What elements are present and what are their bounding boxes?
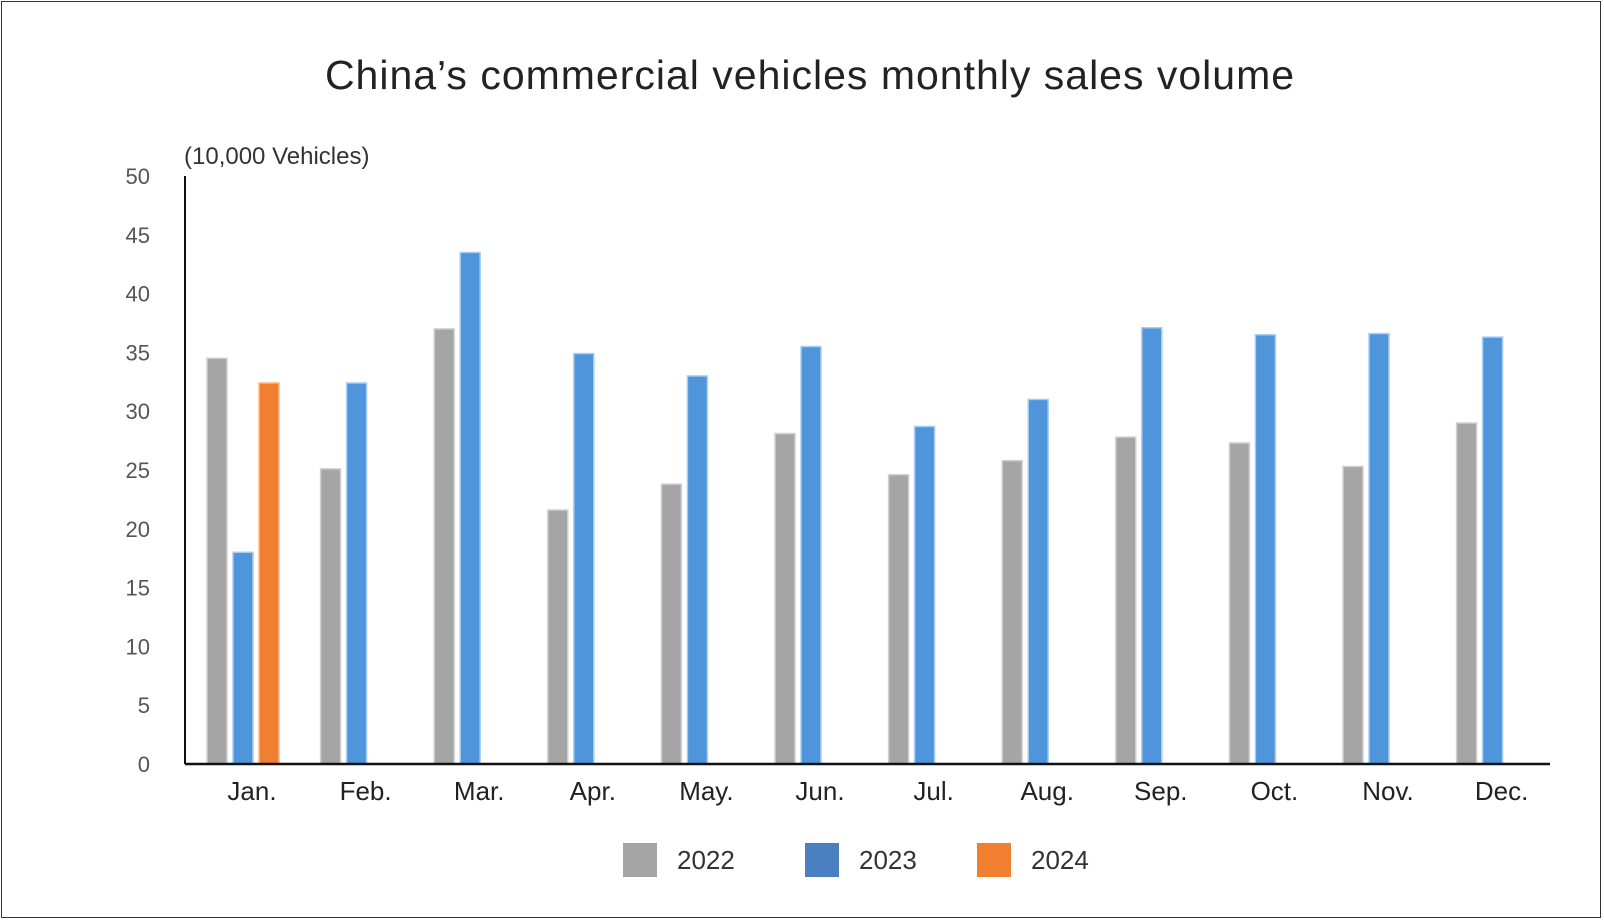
bar-2023-apr — [573, 352, 595, 765]
legend-label: 2024 — [1031, 844, 1089, 875]
y-tick-label: 0 — [138, 752, 150, 777]
legend-swatch — [623, 843, 657, 877]
x-tick-label: Oct. — [1251, 776, 1299, 806]
bar-2022-may — [660, 483, 683, 765]
bar-2022-dec — [1455, 422, 1478, 765]
x-tick-label: Jan. — [227, 776, 276, 806]
bar-2023-jan — [232, 551, 254, 765]
bar-2023-aug — [1027, 398, 1049, 765]
y-tick-label: 15 — [126, 576, 150, 601]
x-tick-label: Apr. — [570, 776, 616, 806]
legend-item-2023: 2023 — [805, 843, 917, 877]
x-tick-label: Jun. — [795, 776, 844, 806]
bar-2022-jan — [206, 357, 228, 765]
bar-2022-jun — [774, 432, 796, 765]
bar-2023-mar — [459, 251, 481, 765]
x-tick-label: Mar. — [454, 776, 505, 806]
x-tick-label: May. — [679, 776, 733, 806]
bar-2023-feb — [345, 382, 368, 765]
bar-2022-jul — [887, 473, 910, 765]
bar-2023-dec — [1481, 336, 1504, 765]
legend-swatch — [977, 843, 1011, 877]
bar-2022-feb — [319, 468, 342, 765]
chart-title: China’s commercial vehicles monthly sale… — [324, 52, 1296, 98]
x-tick-label: Feb. — [340, 776, 392, 806]
legend-label: 2022 — [677, 844, 735, 875]
bar-2023-jun — [800, 345, 822, 765]
legend-swatch — [805, 843, 839, 877]
bar-2023-jul — [913, 425, 936, 765]
x-tick-label: Nov. — [1362, 776, 1414, 806]
legend-label: 2023 — [859, 844, 917, 875]
legend-item-2024: 2024 — [977, 843, 1089, 877]
y-tick-label: 5 — [138, 693, 150, 718]
x-tick-label: Dec. — [1475, 776, 1528, 806]
y-tick-label: 45 — [126, 223, 150, 248]
x-tick-label: Jul. — [913, 776, 953, 806]
x-tick-label: Aug. — [1020, 776, 1074, 806]
y-tick-label: 25 — [126, 458, 150, 483]
y-tick-label: 40 — [126, 282, 150, 307]
bar-2023-sep — [1141, 326, 1163, 765]
y-axis-unit-label: (10,000 Vehicles) — [184, 143, 370, 170]
legend: 2022 2023 2024 — [0, 843, 1604, 879]
y-tick-label: 10 — [126, 634, 150, 659]
bar-2022-nov — [1342, 465, 1364, 765]
bar-2022-oct — [1228, 442, 1251, 765]
y-tick-label: 20 — [126, 517, 150, 542]
bar-2022-mar — [433, 328, 455, 765]
bar-2022-aug — [1001, 459, 1023, 765]
y-tick-label: 35 — [126, 340, 150, 365]
legend-item-2022: 2022 — [623, 843, 735, 877]
y-tick-label: 30 — [126, 399, 150, 424]
bar-2022-sep — [1115, 436, 1137, 765]
bar-2023-nov — [1368, 332, 1390, 765]
bar-2024-jan — [258, 382, 280, 765]
bar-2023-may — [686, 375, 709, 765]
bar-2022-apr — [547, 509, 569, 765]
y-tick-label: 50 — [126, 164, 150, 189]
x-tick-label: Sep. — [1134, 776, 1188, 806]
bar-2023-oct — [1254, 334, 1277, 765]
